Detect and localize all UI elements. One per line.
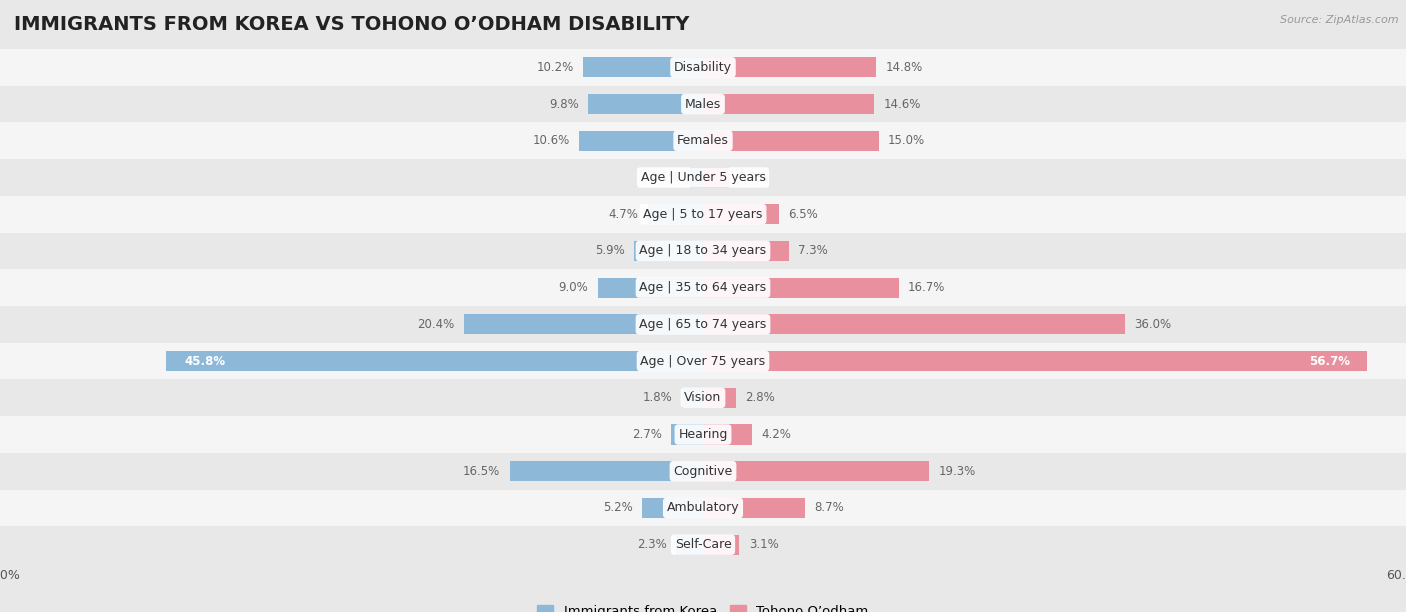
Bar xyxy=(0,416,1406,453)
Text: 2.2%: 2.2% xyxy=(738,171,768,184)
Bar xyxy=(0,379,1406,416)
Bar xyxy=(682,388,703,408)
Bar xyxy=(703,461,929,481)
Bar xyxy=(464,315,703,335)
Text: 2.8%: 2.8% xyxy=(745,391,775,405)
Text: 4.7%: 4.7% xyxy=(609,207,638,221)
Bar xyxy=(703,425,752,444)
Bar xyxy=(166,351,703,371)
Text: 10.2%: 10.2% xyxy=(537,61,574,74)
Text: Ambulatory: Ambulatory xyxy=(666,501,740,515)
Text: 56.7%: 56.7% xyxy=(1309,354,1350,368)
Text: 3.1%: 3.1% xyxy=(749,538,779,551)
Text: Hearing: Hearing xyxy=(678,428,728,441)
Bar xyxy=(510,461,703,481)
Bar xyxy=(588,94,703,114)
Text: Females: Females xyxy=(678,134,728,147)
Text: 9.8%: 9.8% xyxy=(550,97,579,111)
Bar xyxy=(0,526,1406,563)
Text: Age | 18 to 34 years: Age | 18 to 34 years xyxy=(640,244,766,258)
Bar xyxy=(703,58,876,78)
Text: 2.3%: 2.3% xyxy=(637,538,666,551)
Bar xyxy=(690,168,703,188)
Bar xyxy=(0,269,1406,306)
Text: 5.9%: 5.9% xyxy=(595,244,624,258)
Text: Source: ZipAtlas.com: Source: ZipAtlas.com xyxy=(1281,15,1399,25)
Text: 19.3%: 19.3% xyxy=(939,465,976,478)
Text: 14.8%: 14.8% xyxy=(886,61,922,74)
Bar xyxy=(0,122,1406,159)
Text: Males: Males xyxy=(685,97,721,111)
Bar xyxy=(579,131,703,151)
Bar xyxy=(0,453,1406,490)
Text: Age | 35 to 64 years: Age | 35 to 64 years xyxy=(640,281,766,294)
Text: Self-Care: Self-Care xyxy=(675,538,731,551)
Text: 14.6%: 14.6% xyxy=(883,97,921,111)
Text: Vision: Vision xyxy=(685,391,721,405)
Text: 1.8%: 1.8% xyxy=(643,391,672,405)
Text: Age | 65 to 74 years: Age | 65 to 74 years xyxy=(640,318,766,331)
Bar xyxy=(648,204,703,225)
Text: Disability: Disability xyxy=(673,61,733,74)
Bar xyxy=(598,278,703,298)
Text: Age | Under 5 years: Age | Under 5 years xyxy=(641,171,765,184)
Bar xyxy=(676,535,703,554)
Text: 2.7%: 2.7% xyxy=(633,428,662,441)
Bar xyxy=(0,196,1406,233)
Text: 8.7%: 8.7% xyxy=(814,501,844,515)
Bar xyxy=(703,351,1367,371)
Bar xyxy=(0,49,1406,86)
Text: Age | 5 to 17 years: Age | 5 to 17 years xyxy=(644,207,762,221)
Bar xyxy=(0,490,1406,526)
Bar xyxy=(583,58,703,78)
Bar xyxy=(703,535,740,554)
Bar xyxy=(0,233,1406,269)
Text: 9.0%: 9.0% xyxy=(558,281,588,294)
Bar xyxy=(703,241,789,261)
Bar xyxy=(0,306,1406,343)
Text: 10.6%: 10.6% xyxy=(533,134,569,147)
Text: 1.1%: 1.1% xyxy=(651,171,681,184)
Bar xyxy=(0,159,1406,196)
Bar xyxy=(0,343,1406,379)
Text: 16.5%: 16.5% xyxy=(463,465,501,478)
Text: 4.2%: 4.2% xyxy=(762,428,792,441)
Bar xyxy=(703,168,728,188)
Text: 15.0%: 15.0% xyxy=(889,134,925,147)
Bar xyxy=(703,94,875,114)
Bar xyxy=(643,498,703,518)
Text: 5.2%: 5.2% xyxy=(603,501,633,515)
Text: 6.5%: 6.5% xyxy=(789,207,818,221)
Bar xyxy=(634,241,703,261)
Text: IMMIGRANTS FROM KOREA VS TOHONO O’ODHAM DISABILITY: IMMIGRANTS FROM KOREA VS TOHONO O’ODHAM … xyxy=(14,15,689,34)
Text: 7.3%: 7.3% xyxy=(799,244,828,258)
Text: 45.8%: 45.8% xyxy=(184,354,225,368)
Text: 16.7%: 16.7% xyxy=(908,281,945,294)
Text: 36.0%: 36.0% xyxy=(1135,318,1171,331)
Bar xyxy=(672,425,703,444)
Bar xyxy=(0,86,1406,122)
Text: 20.4%: 20.4% xyxy=(418,318,454,331)
Bar xyxy=(703,278,898,298)
Bar xyxy=(703,131,879,151)
Bar xyxy=(703,498,804,518)
Text: Cognitive: Cognitive xyxy=(673,465,733,478)
Legend: Immigrants from Korea, Tohono O’odham: Immigrants from Korea, Tohono O’odham xyxy=(531,600,875,612)
Bar xyxy=(703,388,735,408)
Text: Age | Over 75 years: Age | Over 75 years xyxy=(641,354,765,368)
Bar xyxy=(703,204,779,225)
Bar xyxy=(703,315,1125,335)
